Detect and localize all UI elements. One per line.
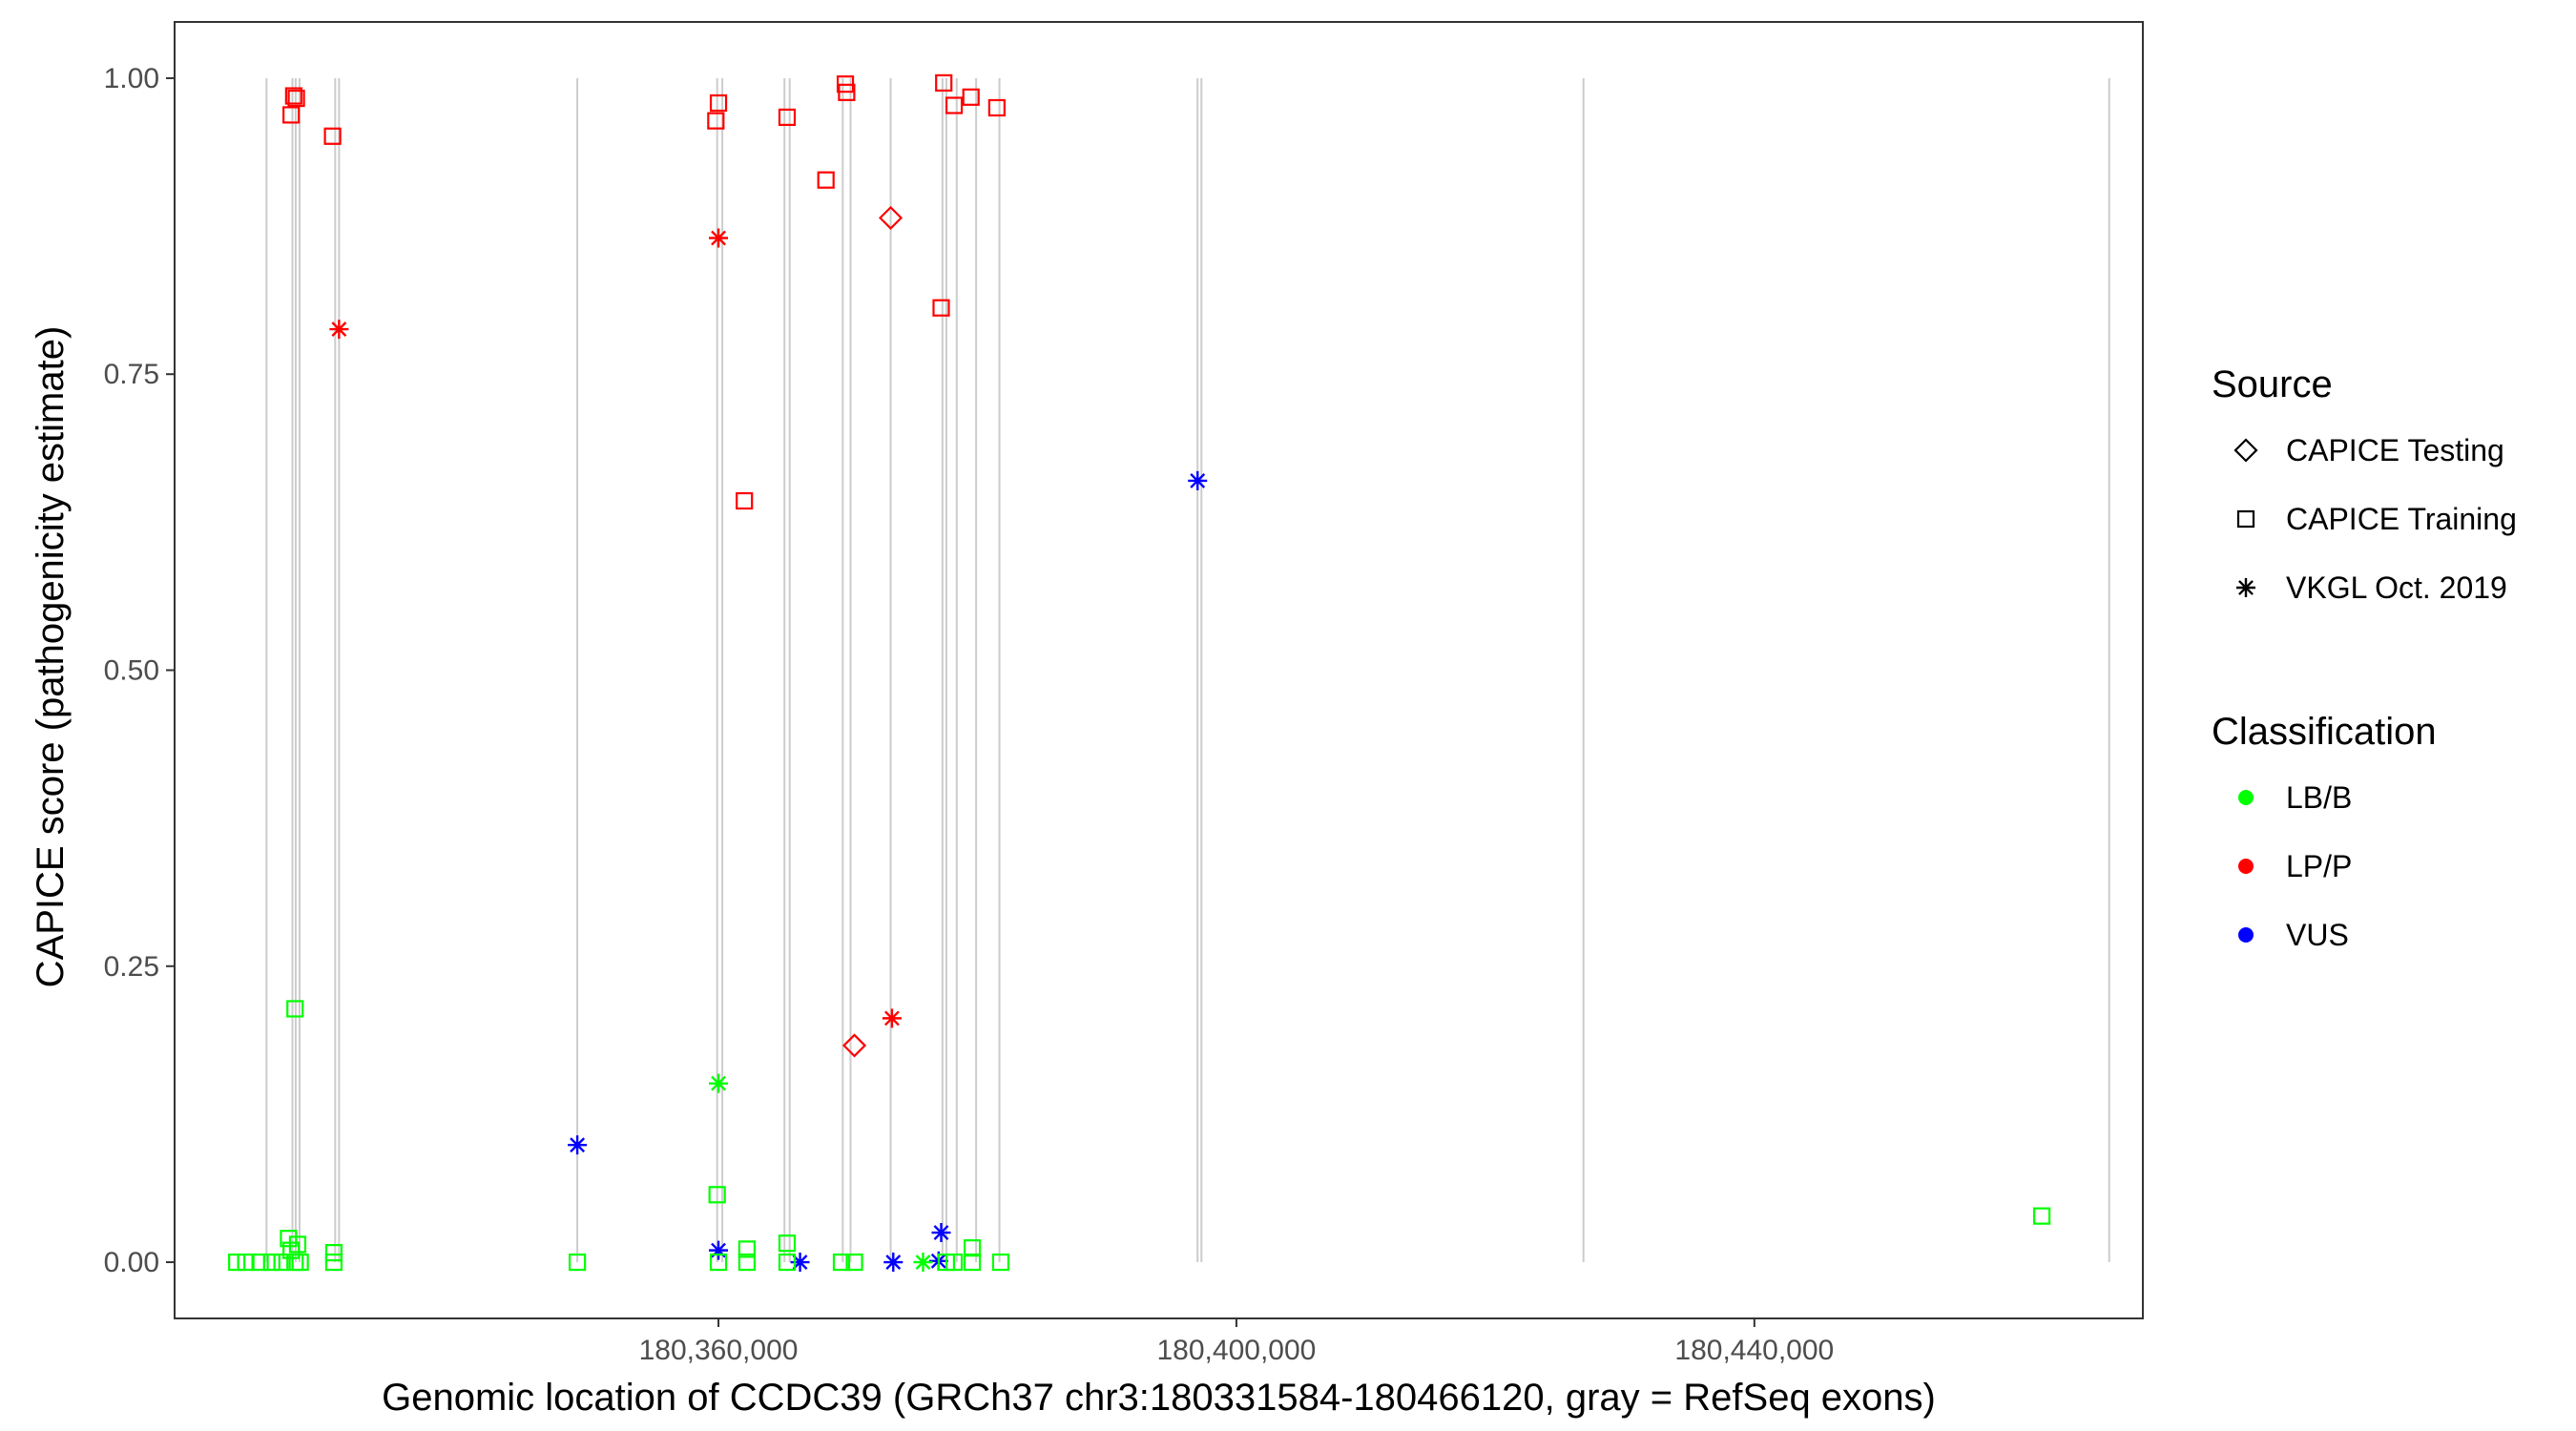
legend-source-item: CAPICE Training — [2236, 502, 2517, 536]
data-point — [288, 1235, 307, 1254]
legend-classification-label: LP/P — [2286, 849, 2352, 883]
data-point — [991, 1253, 1010, 1272]
data-point — [963, 1253, 982, 1272]
data-point — [790, 1253, 810, 1273]
data-point — [709, 1240, 729, 1260]
data-point — [284, 87, 302, 105]
data-point — [935, 73, 953, 93]
data-point — [841, 1033, 867, 1058]
data-point — [963, 1239, 982, 1257]
legend-dot-icon — [2238, 927, 2254, 943]
data-point — [778, 1253, 797, 1272]
legend-asterisk-icon — [2236, 578, 2255, 597]
legend-dot-icon — [2238, 859, 2254, 874]
data-point — [932, 299, 950, 317]
legend-square-icon — [2236, 509, 2255, 529]
legend-source-items: CAPICE Testing CAPICE Training VKGL Oct. 2… — [2233, 433, 2517, 605]
data-point — [273, 1253, 291, 1272]
data-point — [228, 1253, 246, 1272]
data-point — [568, 1135, 588, 1155]
data-point — [737, 1253, 756, 1272]
data-point — [323, 127, 342, 145]
data-point — [962, 88, 980, 106]
legend-source-item: VKGL Oct. 2019 — [2236, 570, 2507, 605]
data-point — [287, 89, 305, 108]
data-point — [709, 93, 728, 113]
legend-source-label: CAPICE Testing — [2286, 433, 2504, 467]
y-tick-label: 0.00 — [104, 1247, 159, 1278]
exon-lines — [265, 77, 2110, 1263]
data-point — [882, 1008, 902, 1028]
data-point — [291, 1253, 309, 1272]
legend: Source Classification CAPICE TestingCAPI… — [2212, 363, 2517, 952]
legend-classification-item: VUS — [2238, 918, 2349, 952]
data-point — [707, 112, 725, 130]
data-point — [569, 1253, 587, 1272]
data-point — [736, 491, 754, 510]
data-points — [228, 73, 2051, 1273]
data-point — [709, 1073, 729, 1093]
y-tick-label: 1.00 — [104, 63, 159, 94]
data-point — [987, 98, 1006, 117]
data-point — [282, 106, 301, 124]
x-axis: 180,360,000 180,400,000 180,440,000 — [639, 1318, 1834, 1366]
legend-source-label: CAPICE Training — [2286, 502, 2517, 536]
data-point — [709, 1253, 728, 1272]
data-point — [778, 1234, 797, 1253]
data-point — [251, 1253, 269, 1272]
legend-diamond-icon — [2233, 438, 2258, 463]
legend-classification-item: LB/B — [2238, 780, 2352, 815]
data-point — [286, 1000, 304, 1018]
y-tick-label: 0.50 — [104, 655, 159, 687]
legend-classification-items: LB/B LP/P VUS — [2238, 780, 2352, 952]
data-point — [329, 320, 349, 340]
legend-classification-item: LP/P — [2238, 849, 2352, 883]
legend-classification-label: VUS — [2286, 918, 2349, 952]
data-point — [262, 1253, 280, 1272]
legend-classification-title: Classification — [2212, 711, 2437, 753]
data-point — [324, 1253, 343, 1272]
data-point — [845, 1253, 863, 1272]
data-point — [280, 1230, 298, 1248]
data-point — [945, 96, 964, 114]
data-point — [832, 1253, 851, 1272]
legend-classification-label: LB/B — [2286, 780, 2352, 815]
data-point — [817, 171, 835, 189]
data-point — [737, 1240, 756, 1258]
data-point — [324, 1244, 343, 1262]
x-tick-label: 180,440,000 — [1674, 1335, 1834, 1366]
y-axis: 0.00 0.25 0.50 0.75 1.00 — [104, 63, 175, 1278]
x-axis-title: Genomic location of CCDC39 (GRCh37 chr3:… — [382, 1377, 1936, 1419]
legend-source-item: CAPICE Testing — [2233, 433, 2504, 467]
data-point — [778, 108, 797, 127]
data-point — [709, 228, 729, 248]
data-point — [883, 1253, 904, 1273]
data-point — [2033, 1207, 2051, 1225]
data-point — [913, 1253, 933, 1273]
y-tick-label: 0.25 — [104, 951, 159, 983]
data-point — [945, 1253, 964, 1272]
data-point — [708, 1186, 726, 1204]
data-point — [282, 1241, 301, 1259]
x-tick-label: 180,400,000 — [1157, 1335, 1317, 1366]
data-point — [878, 205, 904, 230]
y-tick-label: 0.75 — [104, 359, 159, 390]
y-axis-title: CAPICE score (pathogenicity estimate) — [30, 326, 72, 988]
data-point — [1188, 470, 1208, 490]
data-point — [838, 83, 856, 101]
data-point — [931, 1223, 951, 1243]
legend-source-title: Source — [2212, 363, 2333, 405]
legend-dot-icon — [2238, 790, 2254, 805]
x-tick-label: 180,360,000 — [639, 1335, 799, 1366]
legend-source-label: VKGL Oct. 2019 — [2286, 570, 2507, 605]
